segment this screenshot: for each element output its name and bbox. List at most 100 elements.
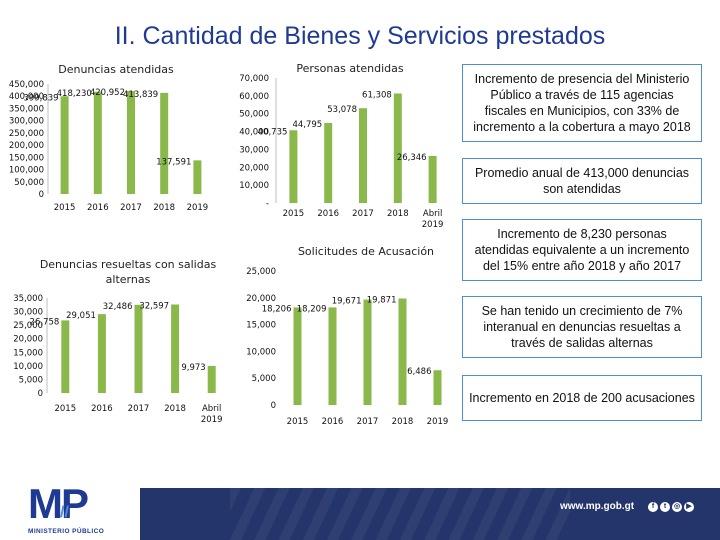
- data-label: 19,871: [367, 295, 397, 305]
- data-label: 9,973: [181, 363, 205, 373]
- highlight-box-personas: Incremento de 8,230 personas atendidas e…: [462, 219, 702, 281]
- bar-2019: [433, 370, 442, 405]
- x-tick-label: 2015: [54, 203, 76, 213]
- mp-logo-subtitle: MINISTERIO PÚBLICO: [28, 528, 105, 535]
- chart-title-acusacion: Solicitudes de Acusación: [298, 245, 434, 258]
- data-label: 29,051: [66, 311, 96, 321]
- y-tick-label: 50,000: [14, 178, 44, 188]
- x-tick-label: 2019: [427, 417, 449, 427]
- bar-2015: [60, 96, 69, 194]
- bar-2017: [134, 304, 143, 393]
- facebook-icon[interactable]: f: [648, 502, 658, 512]
- mp-logo-mark-icon: //: [60, 504, 69, 521]
- y-tick-label: 0: [271, 401, 276, 411]
- highlight-text: Incremento en 2018 de 200 acusaciones: [469, 391, 695, 405]
- data-label: 32,486: [103, 302, 133, 312]
- highlight-text: Se han tenido un crecimiento de 7% inter…: [481, 304, 683, 350]
- x-tick-label: 2015: [287, 417, 309, 427]
- y-tick-label: 250,000: [9, 129, 44, 139]
- y-tick-label: 100,000: [9, 166, 44, 176]
- bar-2018: [393, 93, 402, 203]
- bar-2017: [363, 299, 372, 405]
- y-tick-label: 10,000: [13, 362, 43, 372]
- x-tick-label: 2018: [164, 404, 186, 414]
- y-tick-label: 300,000: [9, 117, 44, 127]
- footer-band: [140, 488, 720, 540]
- website-link[interactable]: www.mp.gob.gt: [560, 501, 635, 512]
- data-label: 26,758: [30, 317, 60, 327]
- chart-title-personas: Personas atendidas: [296, 62, 403, 75]
- y-tick-label: 35,000: [13, 294, 43, 304]
- data-label: 40,735: [258, 127, 288, 137]
- bar-abril-2019: [207, 365, 216, 393]
- x-tick-label: 2016: [322, 417, 344, 427]
- x-tick-label: Abril 2019: [422, 209, 444, 230]
- data-label: 137,591: [156, 157, 191, 167]
- bar-2016: [324, 123, 333, 203]
- y-tick-label: 10,000: [246, 347, 276, 357]
- y-tick-label: -: [266, 199, 269, 209]
- x-tick-label: 2017: [352, 209, 374, 219]
- y-tick-label: 5,000: [252, 374, 276, 384]
- y-tick-label: 200,000: [9, 141, 44, 151]
- highlight-box-agencias: Incremento de presencia del Ministerio P…: [462, 64, 702, 142]
- bar-2019: [193, 160, 202, 194]
- y-tick-label: 400,000: [9, 92, 44, 102]
- y-tick-label: 450,000: [9, 80, 44, 90]
- bar-2016: [328, 307, 337, 405]
- chart-title-salidas: Denuncias resueltas con salidas alternas: [40, 258, 217, 286]
- y-tick-label: 60,000: [239, 92, 269, 102]
- bar-2015: [61, 320, 70, 393]
- y-tick-label: 0: [38, 389, 43, 399]
- highlight-text: Promedio anual de 413,000 denuncias son …: [474, 166, 690, 196]
- highlight-text: Incremento de 8,230 personas atendidas e…: [474, 227, 690, 273]
- highlight-box-salidas: Se han tenido un crecimiento de 7% inter…: [462, 296, 702, 358]
- instagram-icon[interactable]: ◎: [672, 502, 682, 512]
- y-tick-label: 20,000: [13, 335, 43, 345]
- data-label: 18,206: [262, 304, 292, 314]
- bar-2016: [97, 314, 106, 393]
- y-tick-label: 150,000: [9, 153, 44, 163]
- chart-title-denuncias: Denuncias atendidas: [58, 63, 174, 76]
- youtube-icon[interactable]: ▶: [684, 502, 694, 512]
- y-tick-label: 30,000: [13, 308, 43, 318]
- y-tick-label: 25,000: [246, 267, 276, 277]
- y-tick-label: 70,000: [239, 74, 269, 84]
- x-tick-label: 2016: [87, 203, 109, 213]
- y-tick-label: 25,000: [13, 321, 43, 331]
- x-tick-label: 2019: [187, 203, 209, 213]
- data-label: 6,486: [407, 367, 431, 377]
- bar-abril-2019: [428, 155, 437, 203]
- footer-stripes: [230, 488, 570, 540]
- data-label: 413,839: [123, 90, 158, 100]
- x-tick-label: 2016: [317, 209, 339, 219]
- highlight-box-promedio: Promedio anual de 413,000 denuncias son …: [462, 158, 702, 204]
- y-tick-label: 30,000: [239, 145, 269, 155]
- bar-2017: [359, 108, 367, 203]
- bar-2018: [171, 304, 180, 393]
- x-tick-label: Abril 2019: [201, 404, 223, 425]
- y-tick-label: 350,000: [9, 104, 44, 114]
- data-label: 44,795: [292, 120, 322, 130]
- footer: MP // MINISTERIO PÚBLICO www.mp.gob.gt f…: [0, 470, 720, 540]
- y-tick-label: 20,000: [239, 163, 269, 173]
- data-label: 418,230: [57, 89, 92, 99]
- data-label: 53,078: [327, 105, 357, 115]
- data-label: 61,308: [362, 91, 392, 101]
- twitter-icon[interactable]: t: [660, 502, 670, 512]
- data-label: 19,671: [332, 297, 362, 307]
- data-label: 420,952: [90, 88, 125, 98]
- y-tick-label: 10,000: [239, 181, 269, 191]
- y-tick-label: 15,000: [246, 321, 276, 331]
- bar-2015: [293, 307, 302, 405]
- data-label: 26,346: [397, 153, 427, 163]
- x-tick-label: 2018: [387, 209, 409, 219]
- x-tick-label: 2018: [153, 203, 175, 213]
- y-tick-label: 5,000: [19, 375, 43, 385]
- bar-2016: [93, 91, 102, 194]
- highlight-box-acusaciones: Incremento en 2018 de 200 acusaciones: [462, 375, 702, 421]
